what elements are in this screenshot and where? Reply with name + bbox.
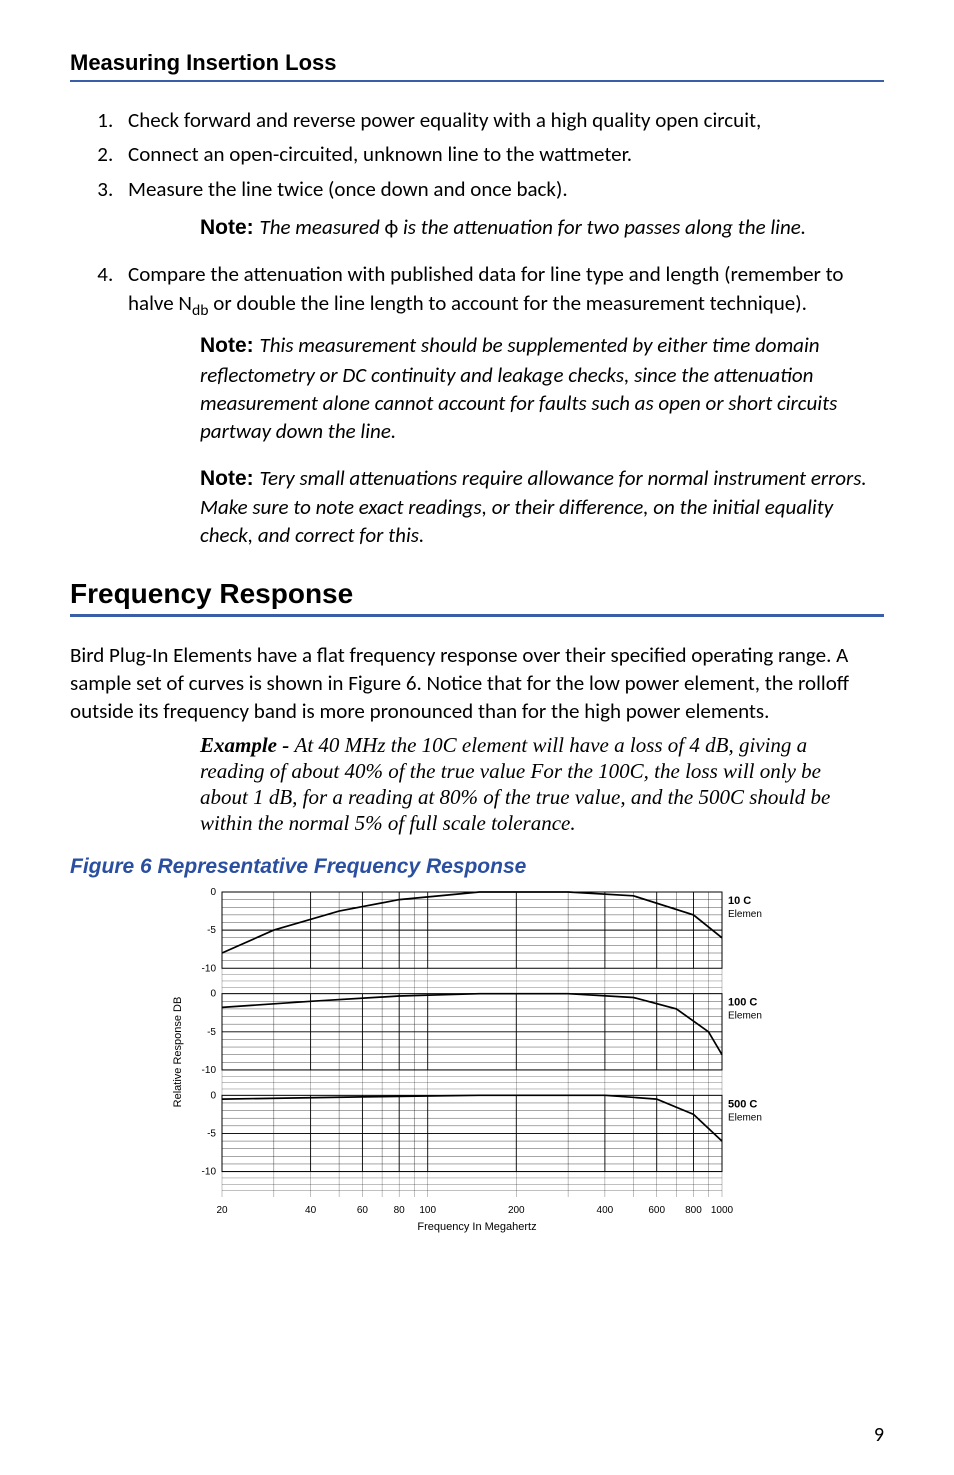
svg-text:200: 200 [508,1205,525,1216]
svg-text:40: 40 [305,1205,317,1216]
note-label: Note: [200,334,260,357]
svg-text:-10: -10 [202,1065,217,1076]
note-supplement-body: This measurement should be supplemented … [200,332,837,444]
example-label: Example - [200,733,295,757]
svg-text:10 C: 10 C [728,895,751,907]
svg-text:400: 400 [597,1205,614,1216]
svg-text:-10: -10 [202,1166,217,1177]
svg-text:0: 0 [210,1090,216,1101]
svg-text:-5: -5 [207,925,216,936]
svg-text:-5: -5 [207,1128,216,1139]
note-small-atten-body: Tery small attenuations require allowanc… [200,465,867,549]
svg-text:0: 0 [210,988,216,999]
svg-text:100 C: 100 C [728,996,757,1008]
svg-text:Elemen: Elemen [728,1010,762,1021]
page-number: 9 [874,1423,884,1447]
svg-text:500 C: 500 C [728,1098,757,1110]
figure-6-caption: Figure 6 Representative Frequency Respon… [70,855,884,879]
svg-text:Relative Response DB: Relative Response DB [172,996,184,1107]
step-3: Measure the line twice (once down and on… [118,175,884,203]
svg-text:-10: -10 [202,963,217,974]
frequency-response-svg: Relative Response DB 0 -5 -10 10 C Elemen 0 -5 -… [167,887,787,1217]
steps-list-cont: Compare the attenuation with published d… [70,260,884,321]
svg-text:600: 600 [648,1205,665,1216]
note-label: Note: [200,467,260,490]
svg-text:800: 800 [685,1205,702,1216]
svg-text:20: 20 [216,1205,228,1216]
step-1: Check forward and reverse power equality… [118,106,884,134]
note-phi: Note: The measured ϕ is the attenuation … [70,213,884,242]
svg-text:0: 0 [210,887,216,898]
note-phi-body: The measured ϕ is the attenuation for tw… [260,214,807,240]
figure-6-chart: Relative Response DB 0 -5 -10 10 C Elemen 0 -5 -… [167,887,787,1233]
example-body: At 40 MHz the 10C element will have a lo… [200,733,830,836]
step-4: Compare the attenuation with published d… [118,260,884,321]
svg-text:60: 60 [357,1205,369,1216]
heading-insertion-loss: Measuring Insertion Loss [70,50,884,82]
svg-text:80: 80 [394,1205,406,1216]
step-2: Connect an open-circuited, unknown line … [118,140,884,168]
note-supplement: Note: This measurement should be supplem… [70,331,884,445]
svg-text:Elemen: Elemen [728,909,762,920]
note-small-atten: Note: Tery small attenuations require al… [70,464,884,550]
x-axis-label: Frequency In Megahertz [167,1221,787,1233]
example-block: Example - At 40 MHz the 10C element will… [70,732,884,837]
freq-response-paragraph: Bird Plug-In Elements have a flat freque… [70,641,884,726]
heading-frequency-response: Frequency Response [70,578,884,617]
steps-list: Check forward and reverse power equality… [70,106,884,203]
svg-text:100: 100 [419,1205,436,1216]
svg-text:1000: 1000 [711,1205,734,1216]
svg-text:-5: -5 [207,1026,216,1037]
note-label: Note: [200,216,260,239]
svg-text:Elemen: Elemen [728,1112,762,1123]
